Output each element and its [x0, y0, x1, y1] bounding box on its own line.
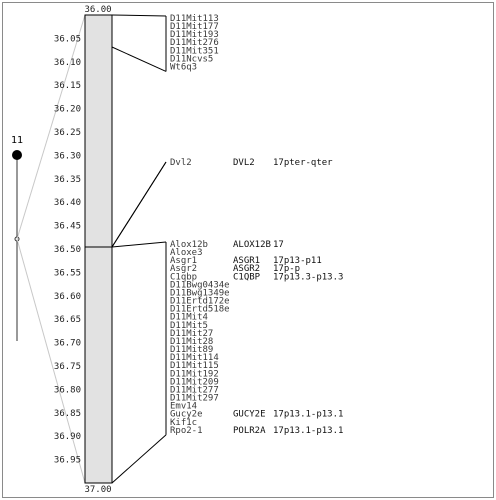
mouse-marker[interactable]: D11Mit276	[170, 38, 219, 48]
human-ortholog[interactable]: ALOX12B	[233, 240, 271, 250]
axis-tick-label: 36.95	[54, 456, 81, 466]
mouse-marker[interactable]: Wt6q3	[170, 62, 197, 72]
axis-tick-label: 36.45	[54, 222, 81, 232]
mouse-marker[interactable]: Kif1c	[170, 418, 197, 428]
group-connector	[111, 46, 167, 72]
mouse-marker[interactable]: D11Mit192	[170, 369, 219, 379]
mouse-marker[interactable]: D11Mit27	[170, 329, 213, 339]
mouse-marker[interactable]: Emv14	[170, 402, 197, 412]
zoom-connector-top	[16, 14, 86, 240]
mouse-marker[interactable]: Dvl2	[170, 158, 192, 168]
human-ortholog[interactable]: GUCY2E	[233, 410, 266, 420]
group-connector	[111, 241, 167, 248]
axis-tick-label: 36.40	[54, 198, 81, 208]
mouse-marker[interactable]: D11Mit177	[170, 22, 219, 32]
axis-tick-label: 36.25	[54, 128, 81, 138]
group-connector	[111, 14, 167, 17]
mouse-marker[interactable]: D11Mit4	[170, 313, 208, 323]
marker-connectors	[111, 14, 167, 484]
range-start-label: 36.00	[84, 5, 111, 15]
human-ortholog[interactable]: DVL2	[233, 158, 255, 168]
human-location: 17p13-p11	[273, 256, 322, 266]
mouse-marker[interactable]: D11Mit113	[170, 14, 219, 24]
axis-tick-label: 36.35	[54, 175, 81, 185]
axis-tick-label: 36.60	[54, 292, 81, 302]
axis-tick-label: 36.80	[54, 385, 81, 395]
mouse-marker[interactable]: D11Mit277	[170, 385, 219, 395]
human-location: 17p13.3-p13.3	[273, 272, 343, 282]
human-ortholog[interactable]: ASGR1	[233, 256, 260, 266]
mouse-marker[interactable]: D11Mit114	[170, 353, 219, 363]
human-location: 17p-p	[273, 264, 300, 274]
mouse-marker[interactable]: D11Mit28	[170, 337, 213, 347]
chromosome-map: 11 36.0536.1036.1536.2036.2536.3036.3536…	[11, 5, 343, 495]
chromosome-ideogram[interactable]: 11	[11, 135, 23, 341]
group-connector	[111, 161, 167, 248]
axis-tick-label: 36.10	[54, 58, 81, 68]
axis-tick-label: 36.05	[54, 34, 81, 44]
axis-tick-label: 36.50	[54, 245, 81, 255]
axis-tick-label: 36.20	[54, 105, 81, 115]
mouse-marker[interactable]: D11Ertd518e	[170, 305, 230, 315]
chromosome-band[interactable]	[84, 14, 113, 484]
marker-list: D11Mit113D11Mit177D11Mit193D11Mit276D11M…	[170, 14, 343, 436]
mouse-marker[interactable]: Alox12b	[170, 240, 208, 250]
mouse-marker[interactable]: Asgr2	[170, 264, 197, 274]
mouse-marker[interactable]: D11Ncvs5	[170, 54, 213, 64]
human-location: 17pter-qter	[273, 158, 333, 168]
ideogram-centromere	[12, 150, 22, 160]
axis-tick-label: 36.85	[54, 409, 81, 419]
mouse-marker[interactable]: Aloxe3	[170, 248, 203, 258]
axis-tick-label: 36.55	[54, 268, 81, 278]
human-ortholog[interactable]: POLR2A	[233, 426, 266, 436]
human-location: 17p13.1-p13.1	[273, 410, 343, 420]
axis-tick-label: 36.75	[54, 362, 81, 372]
mouse-marker[interactable]: D11Ertd172e	[170, 297, 230, 307]
chromosome-name: 11	[11, 135, 23, 146]
human-ortholog[interactable]: ASGR2	[233, 264, 260, 274]
mouse-marker[interactable]: D11Mit297	[170, 394, 219, 404]
mouse-marker[interactable]: D11Mit89	[170, 345, 213, 355]
mouse-marker[interactable]: D11Mit115	[170, 361, 219, 371]
axis-tick-labels: 36.05 36.10 36.15 36.20 36.25 36.30 36.35 36.40…	[54, 34, 81, 465]
mouse-marker[interactable]: D11Bwg0434e	[170, 280, 230, 290]
axis-tick-label: 36.30	[54, 151, 81, 161]
human-ortholog[interactable]: C1QBP	[233, 272, 261, 282]
mouse-marker[interactable]: Asgr1	[170, 256, 197, 266]
group-connector	[111, 434, 167, 484]
axis-tick-label: 36.90	[54, 432, 81, 442]
axis-tick-label: 36.65	[54, 315, 81, 325]
mouse-marker[interactable]: C1qbp	[170, 272, 197, 282]
mouse-marker[interactable]: D11Mit5	[170, 321, 208, 331]
mouse-marker[interactable]: D11Mit351	[170, 46, 219, 56]
axis-tick-label: 36.15	[54, 81, 81, 91]
human-location: 17p13.1-p13.1	[273, 426, 343, 436]
zoom-connector-bottom	[16, 238, 86, 484]
mouse-marker[interactable]: D11Mit193	[170, 30, 219, 40]
mouse-marker[interactable]: Rpo2-1	[170, 426, 203, 436]
human-location: 17	[273, 240, 284, 250]
axis-tick-label: 36.70	[54, 339, 81, 349]
mouse-marker[interactable]: Gucy2e	[170, 410, 203, 420]
mouse-marker[interactable]: D11Mit209	[170, 377, 219, 387]
mouse-marker[interactable]: D11Bwg1349e	[170, 288, 230, 298]
range-end-label: 37.00	[84, 485, 111, 495]
